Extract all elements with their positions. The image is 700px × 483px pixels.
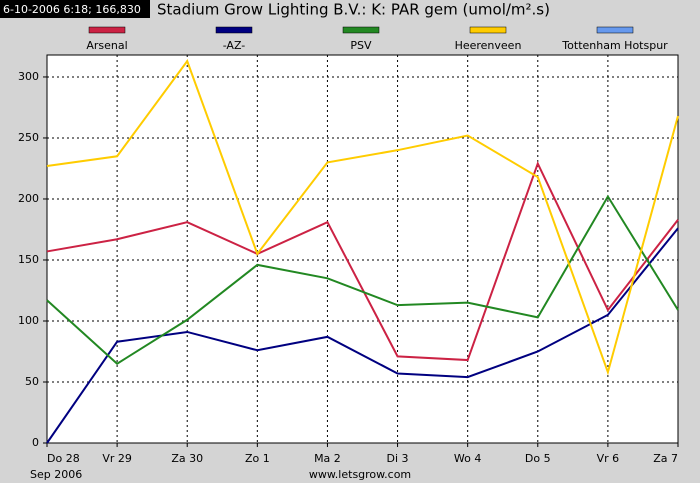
legend-swatch xyxy=(215,26,253,34)
x-tick-label: Zo 1 xyxy=(245,452,270,465)
x-tick-label: Vr 29 xyxy=(102,452,132,465)
y-tick-label: 300 xyxy=(18,70,39,83)
legend-label: Heerenveen xyxy=(455,39,522,52)
y-tick-label: 150 xyxy=(18,253,39,266)
header-box xyxy=(0,0,150,18)
legend-swatch xyxy=(469,26,507,34)
legend-label: Tottenham Hotspur xyxy=(561,39,668,52)
y-tick-label: 250 xyxy=(18,131,39,144)
x-tick-label: Do 28 xyxy=(47,452,80,465)
x-tick-label: Ma 2 xyxy=(314,452,341,465)
legend-label: PSV xyxy=(350,39,372,52)
series-line xyxy=(46,59,679,376)
chart-title: Stadium Grow Lighting B.V.: K: PAR gem (… xyxy=(157,1,550,19)
legend-label: -AZ- xyxy=(223,39,246,52)
x-tick-label: Di 3 xyxy=(387,452,409,465)
x-sub-label: Sep 2006 xyxy=(30,468,82,481)
header-text: 6-10-2006 6:18; 166,830 xyxy=(3,3,141,16)
legend-swatch xyxy=(88,26,126,34)
y-tick-label: 50 xyxy=(25,375,39,388)
x-tick-label: Vr 6 xyxy=(597,452,620,465)
source: www.letsgrow.com xyxy=(309,468,411,481)
series-line xyxy=(46,194,679,365)
plot-area xyxy=(46,54,679,444)
legend-label: Arsenal xyxy=(86,39,127,52)
series-line xyxy=(46,227,679,444)
y-tick-label: 0 xyxy=(32,436,39,449)
x-tick-label: Za 30 xyxy=(171,452,203,465)
x-tick-label: Za 7 xyxy=(653,452,678,465)
series-line xyxy=(46,160,679,362)
legend-swatch xyxy=(596,26,634,34)
x-tick-label: Do 5 xyxy=(525,452,551,465)
y-tick-label: 100 xyxy=(18,314,39,327)
y-tick-label: 200 xyxy=(18,192,39,205)
legend-swatch xyxy=(342,26,380,34)
x-tick-label: Wo 4 xyxy=(454,452,481,465)
